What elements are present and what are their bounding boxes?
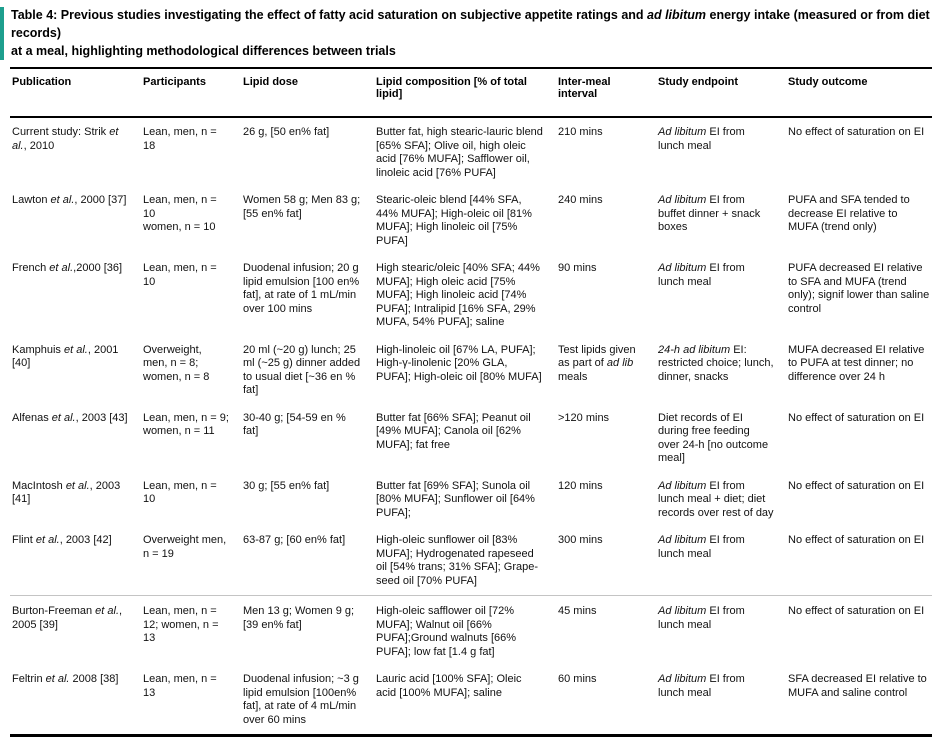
study-row-flint-2003: Flint et al., 2003 [42] Overweight men, … <box>10 527 932 596</box>
cell-participants: Lean, men, n = 9; women, n = 11 <box>143 411 229 438</box>
cell-interval: 45 mins <box>556 595 656 667</box>
studies-table: Publication Participants Lipid dose Lipi… <box>10 67 932 737</box>
cell-participants: Overweight men, n = 19 <box>143 534 227 560</box>
header-row: Publication Participants Lipid dose Lipi… <box>10 68 932 119</box>
table-title: Table 4: Previous studies investigating … <box>11 8 930 58</box>
cell-publication: Feltrin et al. 2008 [38] <box>12 673 119 686</box>
cell-lipid-dose: 30 g; [55 en% fat] <box>243 479 330 492</box>
col-header-endpoint: Study endpoint <box>656 68 786 119</box>
cell-publication: MacIntosh et al., 2003 [41] <box>12 479 121 506</box>
study-row-kamphuis-2001: Kamphuis et al., 2001 [40] Overweight, m… <box>10 337 932 405</box>
cell-endpoint: Ad libitum EI from lunch meal <box>658 534 745 560</box>
cell-lipid-dose: Women 58 g; Men 83 g; [55 en% fat] <box>243 194 361 220</box>
cell-outcome: MUFA decreased EI relative to PUFA at te… <box>788 343 925 383</box>
cell-participants: Lean, men, n = 13 <box>143 673 217 699</box>
cell-lipid-dose: 63-87 g; [60 en% fat] <box>243 534 346 547</box>
cell-lipid-dose: Duodenal infusion; ~3 g lipid emulsion [… <box>243 673 359 726</box>
cell-outcome: PUFA and SFA tended to decrease EI relat… <box>788 194 910 234</box>
cell-endpoint: Ad libitum EI from lunch meal <box>658 126 745 152</box>
cell-endpoint: Ad libitum EI from buffet dinner + snack… <box>658 194 761 234</box>
cell-publication: French et al.,2000 [36] <box>12 262 123 275</box>
col-header-outcome: Study outcome <box>786 68 932 119</box>
cell-interval: 300 mins <box>558 534 603 547</box>
cell-lipid-composition: Butter fat [69% SFA]; Sunola oil [80% MU… <box>376 479 535 519</box>
cell-endpoint: Ad libitum EI from lunch meal + diet; di… <box>658 479 774 519</box>
cell-interval: 120 mins <box>558 479 603 492</box>
cell-endpoint: Diet records of EI during free feeding o… <box>658 411 769 465</box>
cell-lipid-composition: Butter fat, high stearic-lauric blend [6… <box>376 126 543 179</box>
cell-lipid-dose: Duodenal infusion; 20 g lipid emulsion [… <box>243 262 360 315</box>
cell-interval: Test lipids given as part of ad lib meal… <box>558 343 636 383</box>
cell-publication: Current study: Strik et al., 2010 <box>12 126 119 152</box>
cell-outcome: SFA decreased EI relative to MUFA and sa… <box>788 673 927 699</box>
study-row-feltrin-2008: Feltrin et al. 2008 [38] Lean, men, n = … <box>10 666 932 736</box>
col-header-lipid-composition: Lipid composition [% of total lipid] <box>374 68 556 119</box>
cell-outcome: No effect of saturation on EI <box>788 126 925 139</box>
cell-interval: 210 mins <box>558 126 603 139</box>
cell-outcome: No effect of saturation on EI <box>788 411 925 424</box>
cell-lipid-composition: High-oleic sunflower oil [83% MUFA]; Hyd… <box>376 534 539 587</box>
cell-lipid-dose: 26 g, [50 en% fat] <box>243 126 330 139</box>
cell-lipid-composition: Stearic-oleic blend [44% SFA, 44% MUFA];… <box>376 194 532 247</box>
cell-lipid-composition: High-linoleic oil [67% LA, PUFA]; High-γ… <box>376 343 542 383</box>
cell-outcome: No effect of saturation on EI <box>786 595 932 667</box>
cell-publication: Flint et al., 2003 [42] <box>12 534 112 547</box>
study-row-strik-2010: Current study: Strik et al., 2010 Lean, … <box>10 117 932 187</box>
cell-interval: 240 mins <box>558 194 603 207</box>
cell-endpoint: 24-h ad libitum EI: restricted choice; l… <box>658 343 774 383</box>
cell-lipid-dose: 20 ml (~20 g) lunch; 25 ml (~25 g) dinne… <box>243 343 361 397</box>
cell-endpoint: Ad libitum EI from lunch meal <box>658 262 745 288</box>
cell-outcome: PUFA decreased EI relative to SFA and MU… <box>788 262 930 315</box>
cell-interval: >120 mins <box>558 411 610 424</box>
col-header-participants: Participants <box>141 68 241 119</box>
cell-interval: 90 mins <box>558 262 597 275</box>
title-accent-bar <box>0 7 4 61</box>
cell-lipid-composition: Butter fat [66% SFA]; Peanut oil [49% MU… <box>376 411 531 451</box>
cell-lipid-composition: Lauric acid [100% SFA]; Oleic acid [100%… <box>376 673 522 699</box>
cell-participants: Lean, men, n = 18 <box>143 126 217 152</box>
table-caption: Table 4: Previous studies investigating … <box>0 7 932 61</box>
cell-outcome: No effect of saturation on EI <box>788 479 925 492</box>
study-row-french-2000: French et al.,2000 [36] Lean, men, n = 1… <box>10 255 932 337</box>
cell-lipid-composition: High stearic/oleic [40% SFA; 44% MUFA]; … <box>376 262 540 329</box>
study-row-alfenas-2003: Alfenas et al., 2003 [43] Lean, men, n =… <box>10 405 932 473</box>
cell-publication: Alfenas et al., 2003 [43] <box>12 411 128 424</box>
cell-interval: 60 mins <box>558 673 597 686</box>
cell-participants: Lean, men, n = 10 women, n = 10 <box>143 194 217 234</box>
cell-endpoint: Ad libitum EI from lunch meal <box>656 595 786 667</box>
col-header-lipid-dose: Lipid dose <box>241 68 374 119</box>
cell-publication: Burton-Freeman et al., 2005 [39] <box>10 595 141 667</box>
study-row-burton-freeman-2005: Burton-Freeman et al., 2005 [39] Lean, m… <box>10 595 932 667</box>
cell-publication: Lawton et al., 2000 [37] <box>12 194 127 207</box>
cell-participants: Lean, men, n = 12; women, n = 13 <box>141 595 241 667</box>
cell-participants: Lean, men, n = 10 <box>143 262 217 288</box>
cell-endpoint: Ad libitum EI from lunch meal <box>658 673 745 699</box>
cell-publication: Kamphuis et al., 2001 [40] <box>12 343 119 370</box>
col-header-interval: Inter-meal interval <box>556 68 656 119</box>
cell-lipid-composition: High-oleic safflower oil [72% MUFA]; Wal… <box>374 595 556 667</box>
cell-lipid-dose: Men 13 g; Women 9 g; [39 en% fat] <box>241 595 374 667</box>
study-row-lawton-2000: Lawton et al., 2000 [37] Lean, men, n = … <box>10 187 932 255</box>
cell-outcome: No effect of saturation on EI <box>788 534 925 547</box>
study-row-macintosh-2003: MacIntosh et al., 2003 [41] Lean, men, n… <box>10 473 932 528</box>
cell-lipid-dose: 30-40 g; [54-59 en % fat] <box>243 411 346 438</box>
col-header-publication: Publication <box>10 68 141 119</box>
cell-participants: Overweight, men, n = 8; women, n = 8 <box>143 343 210 383</box>
cell-participants: Lean, men, n = 10 <box>143 479 217 506</box>
